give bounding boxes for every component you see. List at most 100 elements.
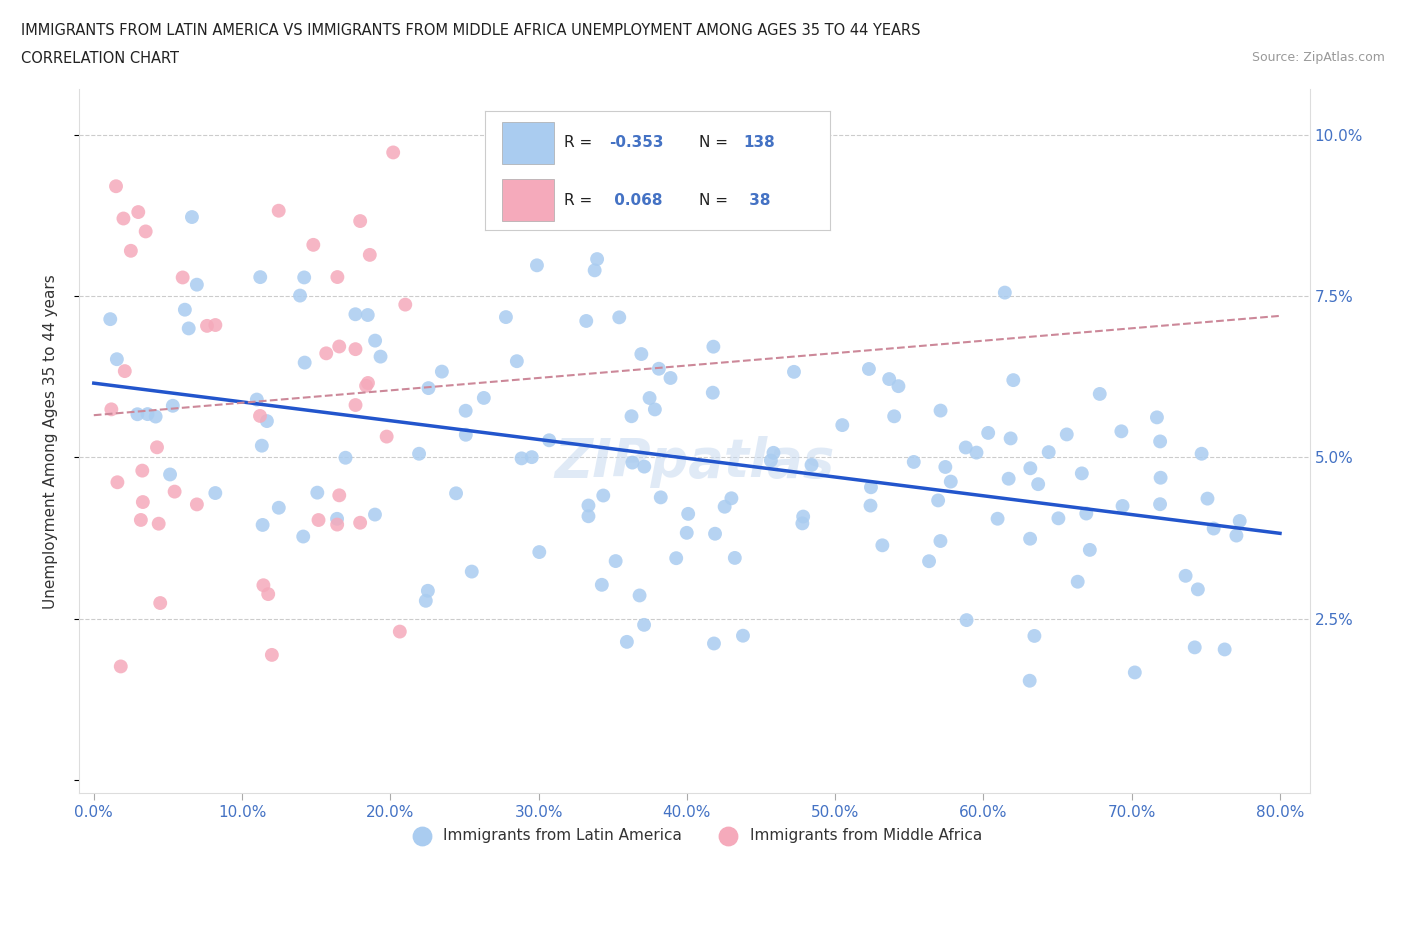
Point <box>250 438 273 453</box>
Point <box>100 402 122 417</box>
Point <box>977 426 1000 441</box>
Point <box>1026 477 1049 492</box>
Point <box>702 339 724 354</box>
Point <box>591 578 613 592</box>
Point <box>702 385 724 400</box>
Point <box>344 398 367 413</box>
Point <box>1070 466 1092 481</box>
Point <box>344 341 367 356</box>
Point <box>204 485 226 500</box>
Point <box>495 310 517 325</box>
Point <box>724 551 747 565</box>
Point <box>713 499 735 514</box>
Point <box>204 317 226 332</box>
Point <box>1078 542 1101 557</box>
Text: Source: ZipAtlas.com: Source: ZipAtlas.com <box>1251 51 1385 64</box>
Point <box>1047 511 1070 525</box>
Point <box>704 526 727 541</box>
Point <box>110 659 132 674</box>
Point <box>145 409 167 424</box>
Point <box>1174 568 1197 583</box>
Point <box>131 463 153 478</box>
Point <box>1056 427 1078 442</box>
Point <box>783 365 806 379</box>
Point <box>267 500 290 515</box>
Point <box>607 310 630 325</box>
Point <box>163 485 186 499</box>
Point <box>605 553 627 568</box>
Point <box>1002 373 1025 388</box>
Point <box>1149 471 1171 485</box>
Point <box>583 263 606 278</box>
Point <box>294 355 316 370</box>
Point <box>659 370 682 385</box>
Point <box>1111 498 1133 513</box>
Point <box>918 553 941 568</box>
Point <box>929 403 952 418</box>
Point <box>114 364 136 379</box>
Point <box>955 440 977 455</box>
Point <box>1191 446 1213 461</box>
Point <box>997 472 1019 486</box>
Point <box>648 362 671 377</box>
Point <box>859 498 882 513</box>
Point <box>762 445 785 460</box>
Point <box>633 618 655 632</box>
Point <box>364 507 387 522</box>
Point <box>260 647 283 662</box>
Point <box>1202 521 1225 536</box>
Point <box>461 565 484 579</box>
Point <box>1019 531 1042 546</box>
Point <box>195 318 218 333</box>
Point <box>349 515 371 530</box>
Point <box>1213 642 1236 657</box>
Point <box>1076 506 1098 521</box>
Point <box>510 451 533 466</box>
Point <box>792 509 814 524</box>
Point <box>1038 445 1060 459</box>
Point <box>703 636 725 651</box>
Point <box>98 312 121 326</box>
Point <box>388 624 411 639</box>
Point <box>630 347 652 362</box>
Point <box>1088 387 1111 402</box>
Point <box>792 516 814 531</box>
Point <box>529 545 551 560</box>
Point <box>1111 424 1133 439</box>
Point <box>620 409 643 424</box>
Text: IMMIGRANTS FROM LATIN AMERICA VS IMMIGRANTS FROM MIDDLE AFRICA UNEMPLOYMENT AMON: IMMIGRANTS FROM LATIN AMERICA VS IMMIGRA… <box>21 23 921 38</box>
Point <box>472 391 495 405</box>
Point <box>454 404 477 418</box>
Point <box>112 211 135 226</box>
Point <box>146 440 169 455</box>
Point <box>172 270 194 285</box>
Point <box>1184 640 1206 655</box>
Point <box>307 485 329 500</box>
Point <box>883 409 905 424</box>
Legend: Immigrants from Latin America, Immigrants from Middle Africa: Immigrants from Latin America, Immigrant… <box>401 821 988 849</box>
Point <box>335 450 357 465</box>
Point <box>665 551 688 565</box>
Point <box>578 498 600 513</box>
Point <box>308 512 330 527</box>
Point <box>120 244 142 259</box>
Point <box>987 512 1010 526</box>
Point <box>315 346 337 361</box>
Point <box>800 458 823 472</box>
Point <box>1187 582 1209 597</box>
Point <box>249 408 271 423</box>
Point <box>927 493 949 508</box>
Point <box>357 376 380 391</box>
Point <box>621 455 644 470</box>
Point <box>257 587 280 602</box>
Point <box>872 538 894 552</box>
Point <box>1229 513 1251 528</box>
Point <box>731 629 754 644</box>
Point <box>359 247 381 262</box>
Point <box>149 595 172 610</box>
Point <box>1123 665 1146 680</box>
Point <box>1149 434 1171 449</box>
Point <box>1000 431 1022 445</box>
Point <box>186 497 208 512</box>
Point <box>1067 575 1090 590</box>
